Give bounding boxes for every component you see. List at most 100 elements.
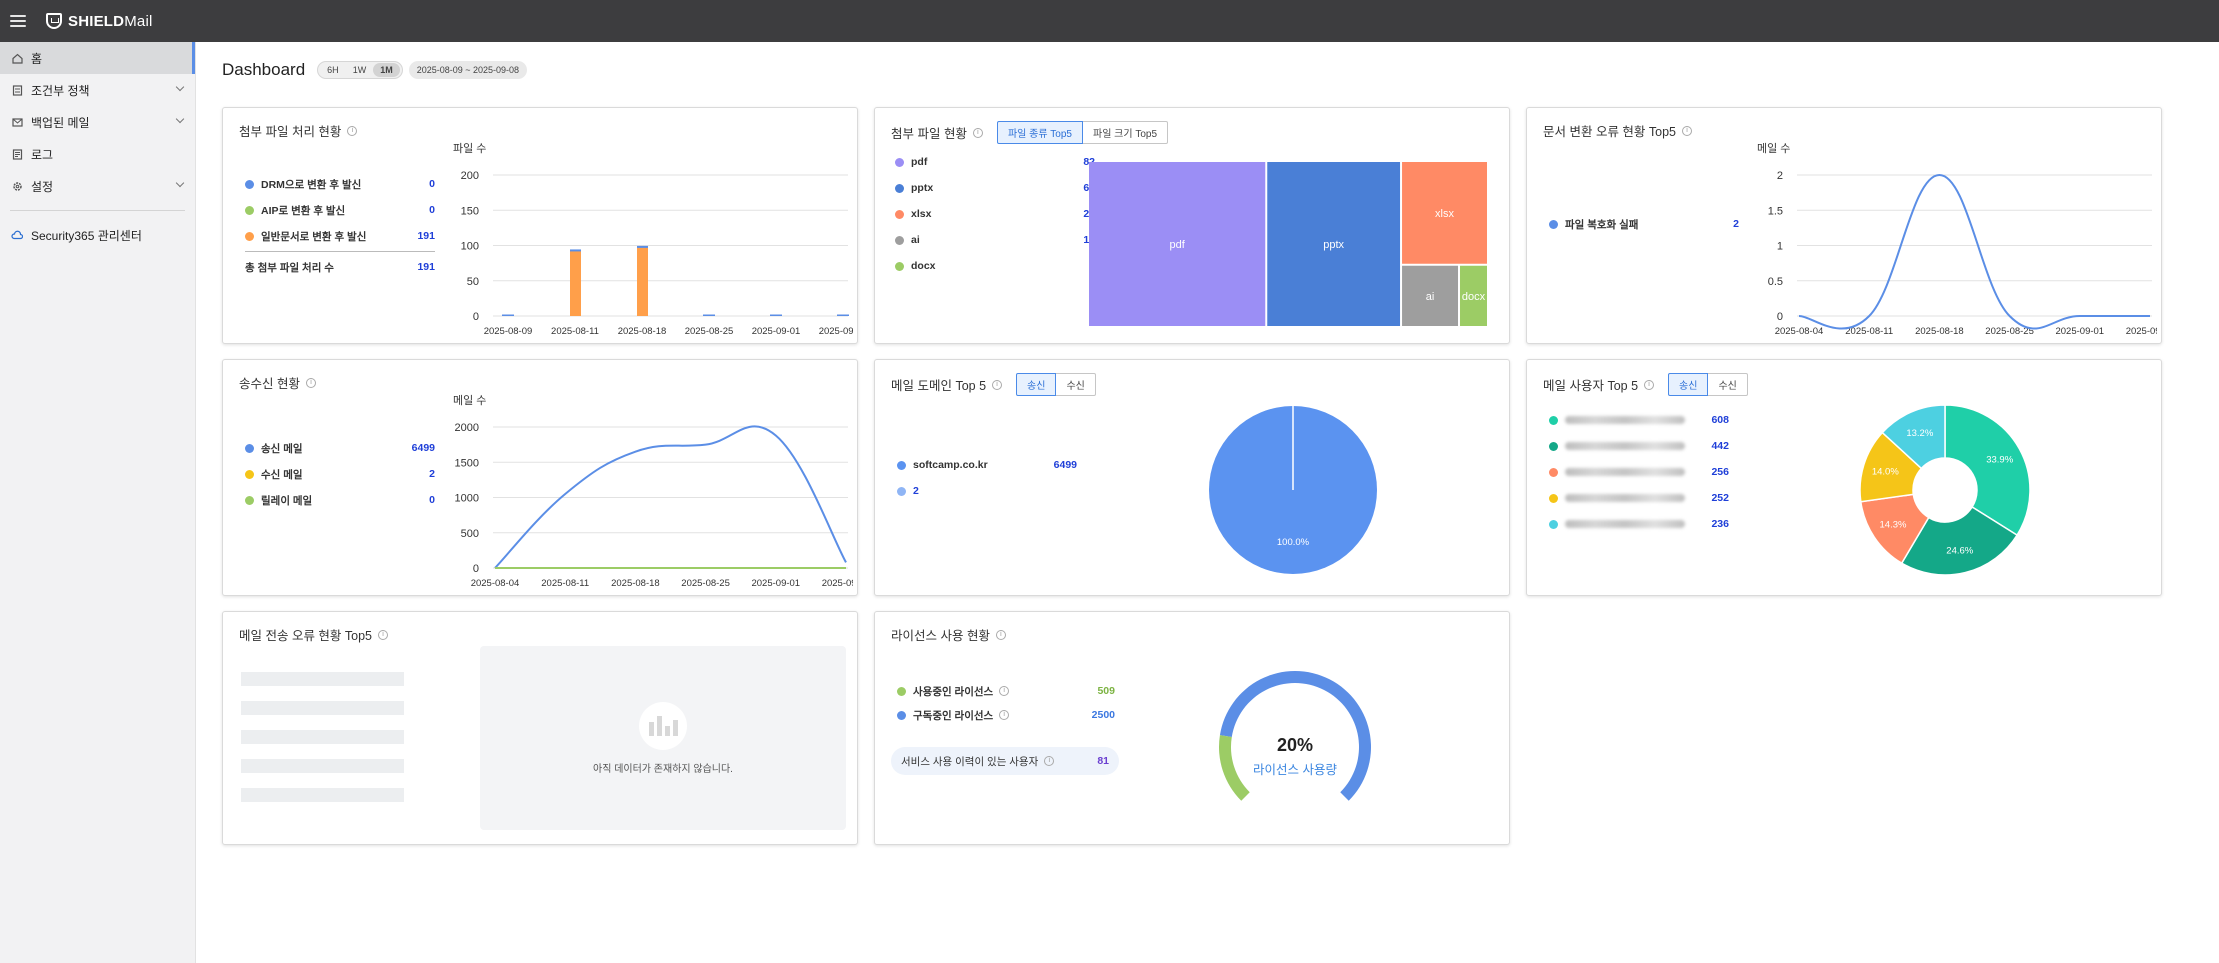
legend-value: 6499	[1053, 459, 1077, 471]
donut-slice	[1881, 404, 1946, 470]
series-line	[494, 425, 847, 569]
date-range-picker[interactable]: 2025-08-09 ~ 2025-09-08	[408, 61, 528, 79]
policy-icon	[11, 84, 23, 96]
tab-receive[interactable]: 수신	[1708, 373, 1748, 396]
range-selector: 6H 1W 1M	[317, 61, 403, 79]
info-icon[interactable]: i	[999, 710, 1010, 720]
x-tick-label: 2025-09-01	[751, 578, 800, 589]
y-tick-label: 0	[1777, 311, 1783, 323]
history-value: 81	[1097, 755, 1109, 767]
gauge-caption-text: 라이선스 사용량	[1253, 763, 1337, 777]
mail-backup-icon	[11, 116, 23, 128]
info-icon[interactable]: i	[378, 629, 388, 640]
tab-send[interactable]: 송신	[1016, 373, 1057, 396]
sidebar-item-log[interactable]: 로그	[0, 138, 195, 170]
info-icon[interactable]: i	[347, 125, 358, 136]
tab-file-type[interactable]: 파일 종류 Top5	[996, 121, 1083, 144]
treemap-label: docx	[1462, 291, 1486, 303]
info-icon[interactable]: i	[972, 127, 983, 138]
legend-label: xlsx	[911, 208, 932, 220]
y-tick-label: 0	[473, 311, 479, 323]
tab-send[interactable]: 송신	[1668, 373, 1709, 396]
card-title: 라이선스 사용 현황 i	[891, 625, 1006, 644]
skeleton-row	[241, 788, 404, 802]
legend-label: 릴레이 메일	[261, 494, 313, 507]
y-tick-label: 2000	[455, 422, 479, 434]
donut-slice	[1944, 404, 2031, 537]
info-icon[interactable]: i	[1644, 379, 1655, 390]
bar-cap	[637, 245, 648, 248]
info-icon[interactable]: i	[305, 377, 316, 388]
card-title-text: 첨부 파일 처리 현황	[239, 125, 342, 139]
legend-row: pptx62	[895, 175, 1095, 201]
bar	[502, 314, 514, 316]
attach-process-legend: DRM으로 변환 후 발신 0 AIP로 변환 후 발신 0 일반문서로 변환 후 …	[245, 171, 435, 280]
gauge-used-arc	[1219, 735, 1250, 801]
empty-state-panel: 아직 데이터가 존재하지 않습니다.	[480, 646, 846, 830]
sidebar-item-policy[interactable]: 조건부 정책	[0, 74, 195, 106]
x-tick-label: 2025-08-18	[1915, 326, 1964, 337]
sidebar-item-backup-mail[interactable]: 백업된 메일	[0, 106, 195, 138]
x-tick-label: 2025-09-08	[2126, 326, 2157, 337]
legend-row: softcamp.co.kr 6499	[897, 452, 1077, 478]
legend-value: 608	[1711, 414, 1729, 426]
sidebar-divider	[10, 210, 185, 211]
attach-status-tabs: 파일 종류 Top5 파일 크기 Top5	[996, 121, 1169, 144]
info-icon[interactable]: i	[992, 379, 1003, 390]
x-tick-label: 2025-08-11	[1845, 326, 1893, 337]
sidebar-item-security365[interactable]: Security365 관리센터	[0, 219, 195, 251]
x-tick-label: 2025-08-25	[681, 578, 730, 589]
empty-state-text: 아직 데이터가 존재하지 않습니다.	[593, 763, 733, 775]
bar	[637, 246, 648, 316]
redacted-user-name	[1565, 520, 1685, 528]
sidebar-item-label: Security365 관리센터	[31, 228, 142, 243]
card-title: 문서 변환 오류 현황 Top5 i	[1543, 121, 1692, 140]
card-title-text: 첨부 파일 현황	[891, 127, 967, 141]
legend-label: 수신 메일	[261, 468, 303, 481]
legend-total-label: 총 첨부 파일 처리 수	[245, 261, 334, 274]
sidebar-item-home[interactable]: 홈	[0, 42, 195, 74]
mail-domain-pie-chart: 100.0%	[1209, 406, 1377, 574]
tab-receive[interactable]: 수신	[1056, 373, 1096, 396]
info-icon[interactable]: i	[995, 629, 1006, 640]
skeleton-list	[241, 672, 404, 802]
y-axis-title: 파일 수	[453, 141, 486, 155]
y-tick-label: 1.5	[1768, 205, 1783, 217]
info-icon[interactable]: i	[1682, 125, 1692, 136]
legend-dot	[245, 231, 254, 241]
bar	[770, 314, 782, 316]
mail-user-tabs: 송신 수신	[1668, 373, 1748, 396]
range-1w-button[interactable]: 1W	[352, 65, 367, 75]
x-tick-label: 2025-09-01	[2055, 326, 2104, 337]
legend-dot	[1549, 219, 1558, 229]
attach-status-legend: pdf82 pptx62 xlsx25 ai10 docx5	[895, 149, 1095, 279]
menu-icon[interactable]	[10, 15, 26, 27]
info-icon[interactable]: i	[999, 686, 1010, 696]
redacted-user-name	[1565, 416, 1685, 424]
x-tick-label: 2025-08-18	[611, 578, 660, 589]
info-icon[interactable]: i	[1044, 756, 1055, 766]
y-tick-label: 200	[461, 170, 479, 182]
y-axis-title: 메일 수	[453, 393, 486, 407]
legend-label: AIP로 변환 후 발신	[261, 204, 346, 217]
sidebar-item-settings[interactable]: 설정	[0, 170, 195, 202]
legend-label: DRM으로 변환 후 발신	[261, 178, 362, 191]
treemap-cell	[1402, 265, 1459, 326]
treemap-cell	[1402, 162, 1487, 264]
legend-row: 파일 복호화 실패 2	[1549, 211, 1739, 237]
x-tick-label: 2025-08-25	[1985, 326, 2034, 337]
legend-value: 0	[429, 178, 435, 190]
legend-value: 2	[429, 468, 435, 480]
legend-row: 256	[1549, 459, 1729, 485]
legend-dot	[895, 209, 904, 219]
tab-file-size[interactable]: 파일 크기 Top5	[1083, 121, 1169, 144]
legend-total-row: 총 첨부 파일 처리 수 191	[245, 254, 435, 280]
range-6h-button[interactable]: 6H	[327, 65, 339, 75]
range-1m-button[interactable]: 1M	[373, 63, 400, 77]
card-title-text: 라이선스 사용 현황	[891, 629, 990, 643]
legend-row: 442	[1549, 433, 1729, 459]
app-logo[interactable]: SHIELD Mail	[46, 13, 153, 30]
card-title-text: 메일 사용자 Top 5	[1543, 379, 1639, 393]
legend-row: 구독중인 라이선스 i 2500	[897, 703, 1115, 727]
x-tick-label: 2025-08-25	[685, 326, 734, 337]
